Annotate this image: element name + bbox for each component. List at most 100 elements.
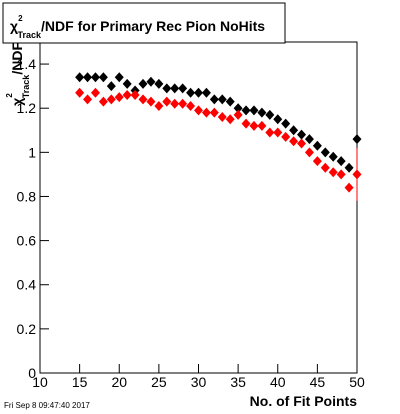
marker [344, 182, 354, 193]
marker [194, 105, 203, 116]
chart-title: χ2 Track/NDF for Primary Rec Pion NoHits [10, 14, 265, 40]
marker [297, 129, 307, 140]
marker [225, 96, 235, 107]
marker [186, 100, 196, 111]
marker [186, 87, 196, 98]
marker [352, 169, 362, 180]
title-text: /NDF for Primary Rec Pion NoHits [41, 18, 265, 34]
y-tick-label: 0.6 [17, 233, 37, 249]
title-sub: Track [18, 30, 43, 40]
marker [146, 96, 156, 107]
x-tick-label: 35 [230, 374, 246, 390]
y-label-sub: Track [21, 74, 31, 99]
x-tick-label: 45 [310, 374, 326, 390]
marker [344, 162, 354, 173]
marker [336, 169, 346, 180]
marker [178, 83, 188, 94]
y-label-text: /NDF [9, 42, 25, 75]
marker [162, 96, 172, 107]
marker [201, 107, 211, 118]
marker [320, 162, 330, 173]
marker [170, 98, 180, 109]
marker [289, 125, 299, 136]
x-tick-label: 50 [349, 374, 365, 390]
marker [273, 114, 283, 125]
marker [130, 89, 140, 100]
marker [249, 105, 259, 116]
y-tick-label: 1.4 [17, 56, 37, 72]
title-box [2, 2, 286, 44]
marker [201, 87, 211, 98]
marker [297, 138, 307, 149]
y-tick-label: 0.2 [17, 321, 37, 337]
marker [106, 94, 116, 105]
marker [98, 72, 108, 83]
marker [209, 94, 219, 105]
title-sup: 2 [18, 14, 23, 23]
marker [233, 109, 243, 120]
y-tick-label: 0.4 [17, 277, 37, 293]
marker [75, 72, 85, 83]
marker [265, 109, 275, 120]
marker [304, 147, 314, 158]
marker [233, 103, 243, 114]
marker [170, 83, 180, 94]
marker [194, 87, 203, 98]
marker [241, 105, 251, 116]
marker [336, 156, 346, 167]
marker [281, 131, 291, 142]
marker [162, 83, 172, 94]
x-tick-label: 30 [191, 374, 207, 390]
title-symbol: χ [10, 18, 18, 34]
y-tick-label: 0 [28, 365, 36, 381]
marker [154, 100, 164, 111]
marker [154, 78, 164, 89]
marker [289, 136, 299, 147]
marker [114, 72, 124, 83]
x-tick-label: 40 [270, 374, 286, 390]
marker [241, 118, 251, 129]
marker [281, 118, 291, 129]
marker [217, 112, 227, 123]
timestamp: Fri Sep 8 09:47:40 2017 [4, 401, 90, 410]
x-tick-label: 10 [32, 374, 48, 390]
y-tick-label: 1.2 [17, 100, 37, 116]
marker [90, 72, 100, 83]
y-axis-label: χ2 Track/NDF [5, 42, 31, 106]
marker [217, 94, 227, 105]
marker [114, 92, 124, 103]
y-label-symbol: χ [9, 98, 25, 106]
marker [328, 167, 338, 178]
marker [138, 78, 148, 89]
x-axis-label: No. of Fit Points [250, 393, 358, 409]
marker [138, 94, 148, 105]
marker [312, 156, 322, 167]
marker [257, 120, 267, 131]
marker [352, 134, 362, 145]
marker [257, 107, 267, 118]
x-tick-label: 15 [72, 374, 88, 390]
y-label-sup: 2 [5, 93, 14, 98]
marker [98, 96, 108, 107]
y-tick-label: 0.8 [17, 188, 37, 204]
marker [209, 107, 219, 118]
marker [265, 127, 275, 138]
marker [178, 98, 188, 109]
marker [90, 87, 100, 98]
marker [83, 94, 93, 105]
marker [320, 147, 330, 158]
marker [328, 151, 338, 162]
marker [249, 120, 259, 131]
marker [273, 127, 283, 138]
marker [106, 81, 116, 92]
marker [312, 140, 322, 151]
x-tick-label: 25 [151, 374, 167, 390]
marker [83, 72, 93, 83]
y-tick-label: 1 [28, 144, 36, 160]
marker [304, 134, 314, 145]
x-tick-label: 20 [111, 374, 127, 390]
marker [225, 114, 235, 125]
marker [146, 76, 156, 87]
